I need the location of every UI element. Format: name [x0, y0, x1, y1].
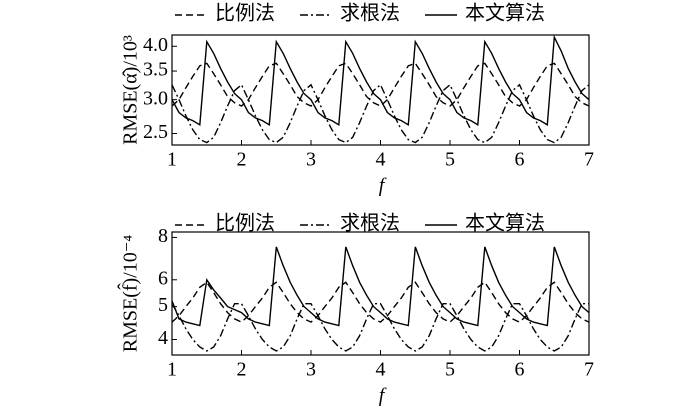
- x-tick-label: 1: [167, 359, 177, 381]
- y-tick-label: 5: [158, 294, 168, 316]
- series-line: [171, 34, 590, 126]
- legend-label: 本文算法: [465, 2, 545, 25]
- y-tick-label: 4.0: [143, 34, 168, 56]
- legend-label: 比例法: [215, 2, 275, 25]
- y-tick-label: 8: [158, 225, 168, 247]
- y-tick-label: 2.5: [143, 121, 168, 143]
- x-tick-label: 3: [306, 149, 316, 171]
- y-axis-label: RMSE(α̂)/10³: [120, 35, 142, 145]
- legend-label: 求根法: [340, 212, 400, 235]
- x-tick-label: 4: [376, 149, 386, 171]
- y-axis-label: RMSE(f̂)/10⁻⁴: [117, 235, 142, 353]
- x-tick-label: 5: [445, 149, 455, 171]
- plot-frame: [171, 231, 590, 356]
- legend-label: 本文算法: [465, 212, 545, 235]
- x-axis-label: f: [379, 385, 387, 407]
- x-axis-label: f: [379, 175, 387, 197]
- y-tick-label: 6: [158, 267, 168, 289]
- legend-label: 比例法: [215, 212, 275, 235]
- x-tick-label: 3: [306, 359, 316, 381]
- series-line: [171, 246, 590, 327]
- y-tick-label: 3.5: [143, 59, 168, 81]
- series-line: [171, 303, 589, 352]
- legend-label: 求根法: [340, 2, 400, 25]
- y-tick-label: 4: [158, 327, 168, 349]
- series-line: [171, 62, 590, 107]
- x-tick-label: 2: [237, 359, 247, 381]
- x-tick-label: 4: [376, 359, 386, 381]
- y-tick-label: 3.0: [143, 87, 168, 109]
- x-tick-label: 6: [515, 149, 525, 171]
- x-tick-label: 7: [584, 359, 594, 381]
- x-tick-label: 6: [515, 359, 525, 381]
- series-line: [171, 83, 590, 144]
- x-tick-label: 2: [237, 149, 247, 171]
- x-tick-label: 7: [584, 149, 594, 171]
- x-tick-label: 5: [445, 359, 455, 381]
- series-line: [171, 281, 590, 323]
- x-tick-label: 1: [167, 149, 177, 171]
